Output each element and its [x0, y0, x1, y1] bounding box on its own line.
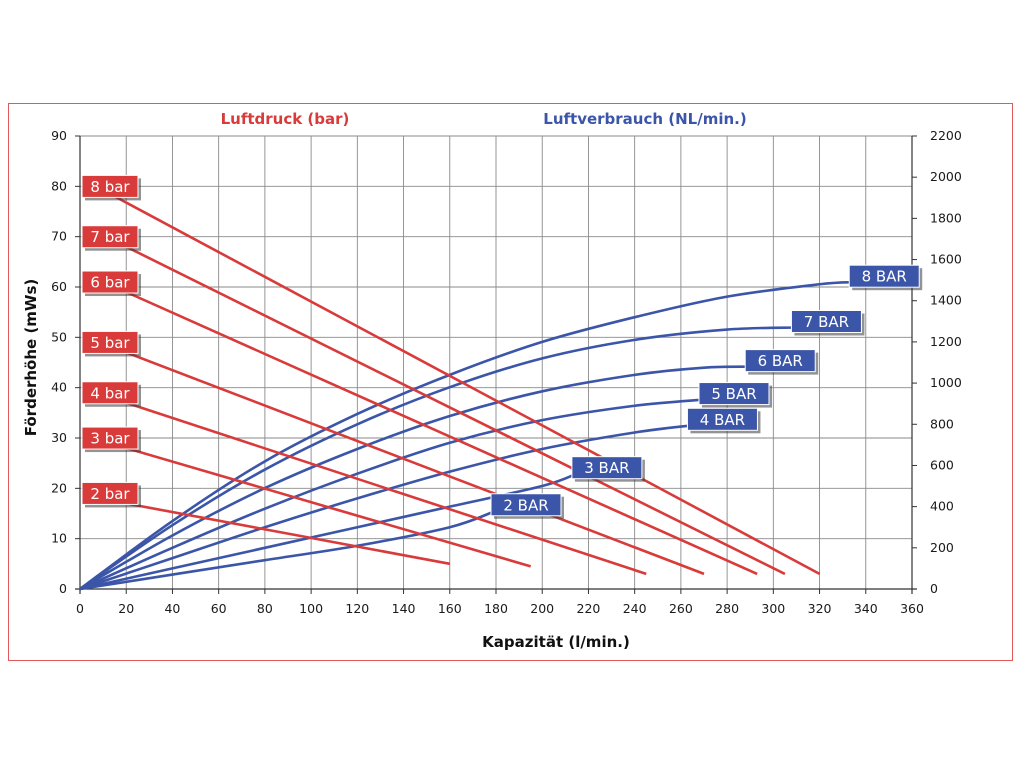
- consumption-line: [79, 472, 578, 591]
- consumption-label: 8 BAR: [862, 268, 907, 286]
- consumption-line: [79, 365, 751, 591]
- x-tick-label: 20: [118, 601, 134, 616]
- y2-tick-label: 800: [930, 416, 954, 431]
- pressure-label: 2 bar: [90, 485, 130, 503]
- x-tick-label: 40: [164, 601, 180, 616]
- x-tick-label: 280: [715, 601, 739, 616]
- consumption-label: 5 BAR: [711, 385, 756, 403]
- consumption-line: [79, 398, 705, 591]
- y2-tick-label: 200: [930, 540, 954, 555]
- pressure-line: [125, 245, 786, 576]
- x-tick-label: 180: [484, 601, 508, 616]
- pressure-line: [125, 351, 705, 576]
- consumption-title: Luftverbrauch (NL/min.): [543, 110, 746, 128]
- x-tick-label: 240: [623, 601, 647, 616]
- pressure-label-box: [81, 481, 139, 505]
- pressure-label-box: [81, 225, 139, 249]
- y2-tick-label: 1800: [930, 210, 962, 225]
- y-tick-label: 60: [51, 279, 67, 294]
- y2-tick-label: 0: [930, 581, 938, 596]
- y2-tick-label: 1600: [930, 252, 962, 267]
- consumption-label-box: [686, 407, 758, 431]
- consumption-label-box: [698, 382, 770, 406]
- y-tick-label: 30: [51, 430, 67, 445]
- y-tick-label: 10: [51, 531, 67, 546]
- x-axis-title: Kapazität (l/min.): [482, 633, 630, 651]
- pressure-label: 3 bar: [90, 430, 130, 448]
- consumption-label: 6 BAR: [758, 352, 803, 370]
- consumption-label: 2 BAR: [503, 496, 548, 514]
- pressure-label-box: [81, 174, 139, 198]
- x-tick-label: 140: [392, 601, 416, 616]
- pressure-label: 4 bar: [90, 384, 130, 402]
- x-tick-label: 60: [211, 601, 227, 616]
- pressure-label-box: [81, 381, 139, 405]
- consumption-label-box: [571, 456, 643, 480]
- consumption-label-box: [490, 493, 562, 517]
- pressure-line: [125, 502, 451, 566]
- y-tick-label: 70: [51, 229, 67, 244]
- y2-tick-label: 400: [930, 499, 954, 514]
- x-tick-label: 260: [669, 601, 693, 616]
- x-tick-label: 160: [438, 601, 462, 616]
- x-tick-label: 320: [808, 601, 832, 616]
- pressure-label: 5 bar: [90, 334, 130, 352]
- consumption-line: [79, 280, 855, 591]
- pressure-line: [125, 446, 532, 568]
- consumption-label: 4 BAR: [700, 411, 745, 429]
- pressure-title: Luftdruck (bar): [221, 110, 350, 128]
- x-tick-label: 200: [530, 601, 554, 616]
- y2-tick-label: 1400: [930, 293, 962, 308]
- y-tick-label: 90: [51, 128, 67, 143]
- pressure-label-box: [81, 426, 139, 450]
- x-tick-label: 220: [577, 601, 601, 616]
- pressure-label-box: [81, 270, 139, 294]
- pressure-line: [125, 401, 647, 576]
- pressure-label: 6 bar: [90, 274, 130, 292]
- consumption-label-box: [790, 309, 862, 333]
- y2-tick-label: 1000: [930, 375, 962, 390]
- pressure-label: 8 bar: [90, 178, 130, 196]
- x-tick-label: 300: [761, 601, 785, 616]
- consumption-label-box: [744, 349, 816, 373]
- y-tick-label: 50: [51, 329, 67, 344]
- x-tick-label: 360: [900, 601, 924, 616]
- consumption-line: [79, 326, 797, 591]
- consumption-line: [79, 424, 693, 591]
- pressure-line: [125, 290, 758, 576]
- pressure-line: [114, 195, 821, 576]
- consumption-line: [79, 509, 497, 591]
- y2-tick-label: 2200: [930, 128, 962, 143]
- y-tick-label: 0: [59, 581, 67, 596]
- y-axis-title: Förderhöhe (mWs): [22, 279, 40, 437]
- y-tick-label: 80: [51, 178, 67, 193]
- consumption-label-box: [848, 264, 920, 288]
- x-tick-label: 100: [299, 601, 323, 616]
- pressure-label-box: [81, 330, 139, 354]
- chart-frame: [8, 103, 1013, 661]
- y-tick-label: 20: [51, 480, 67, 495]
- pressure-label: 7 bar: [90, 228, 130, 246]
- x-tick-label: 120: [345, 601, 369, 616]
- x-tick-label: 80: [257, 601, 273, 616]
- x-tick-label: 340: [854, 601, 878, 616]
- y2-tick-label: 2000: [930, 169, 962, 184]
- y-tick-label: 40: [51, 380, 67, 395]
- x-tick-label: 0: [76, 601, 84, 616]
- y2-tick-label: 600: [930, 457, 954, 472]
- consumption-label: 3 BAR: [584, 459, 629, 477]
- consumption-label: 7 BAR: [804, 313, 849, 331]
- y2-tick-label: 1200: [930, 334, 962, 349]
